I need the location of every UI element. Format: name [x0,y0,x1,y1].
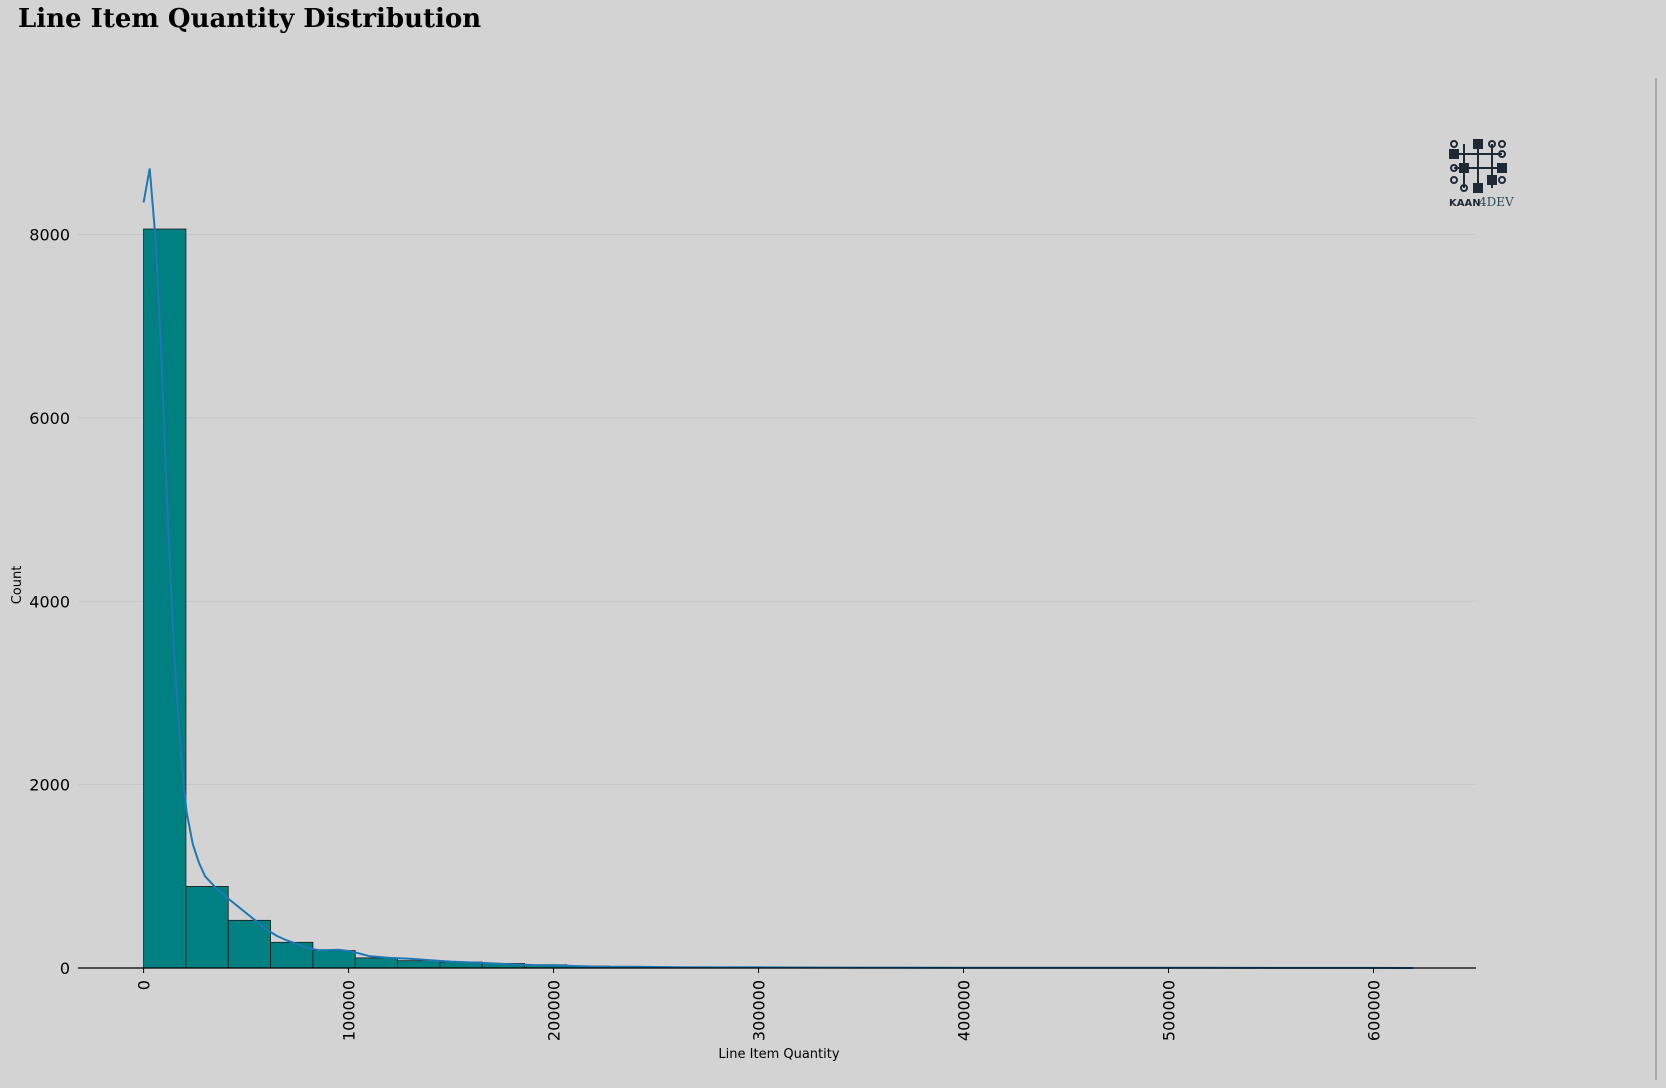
x-tick-label-4: 400000 [955,980,974,1041]
x-tick-label-2: 200000 [545,980,564,1041]
kde-line [142,168,1414,969]
x-tick-label-6: 600000 [1365,980,1384,1041]
logo-text-b: 4DEV [1479,195,1514,209]
y-tick-label-2: 4000 [29,592,70,611]
histogram-bar-6 [397,960,441,969]
histogram-bar-4 [312,950,356,969]
grid-lines [78,234,1476,786]
circuit-chip-icon [1449,139,1507,193]
kde-curve-layer [142,168,1414,969]
histogram-bars [143,228,1414,969]
x-axis-label: Line Item Quantity [718,1047,839,1062]
right-border-line [1655,78,1657,1080]
x-tick-labels: 0 100000 200000 300000 400000 500000 600000 [135,968,1384,1041]
y-tick-labels: 0 2000 4000 6000 8000 [29,226,70,978]
y-tick-label-3: 6000 [29,409,70,428]
y-tick-label-4: 8000 [29,226,70,245]
kaan4dev-logo: KAAN 4DEV [1449,139,1514,209]
y-tick-label-0: 0 [60,959,70,978]
histogram-bar-3 [270,941,314,969]
x-tick-label-1: 100000 [340,980,359,1041]
histogram-bar-5 [354,957,398,969]
histogram-bar-1 [185,886,229,969]
x-tick-label-3: 300000 [750,980,769,1041]
chart-title: Line Item Quantity Distribution [18,4,482,34]
y-tick-label-1: 2000 [29,776,70,795]
y-axis-label: Count [10,566,25,605]
logo-text-a: KAAN [1449,198,1481,209]
x-tick-label-0: 0 [135,980,154,990]
histogram-bar-0 [143,228,187,969]
x-tick-label-5: 500000 [1160,980,1179,1041]
